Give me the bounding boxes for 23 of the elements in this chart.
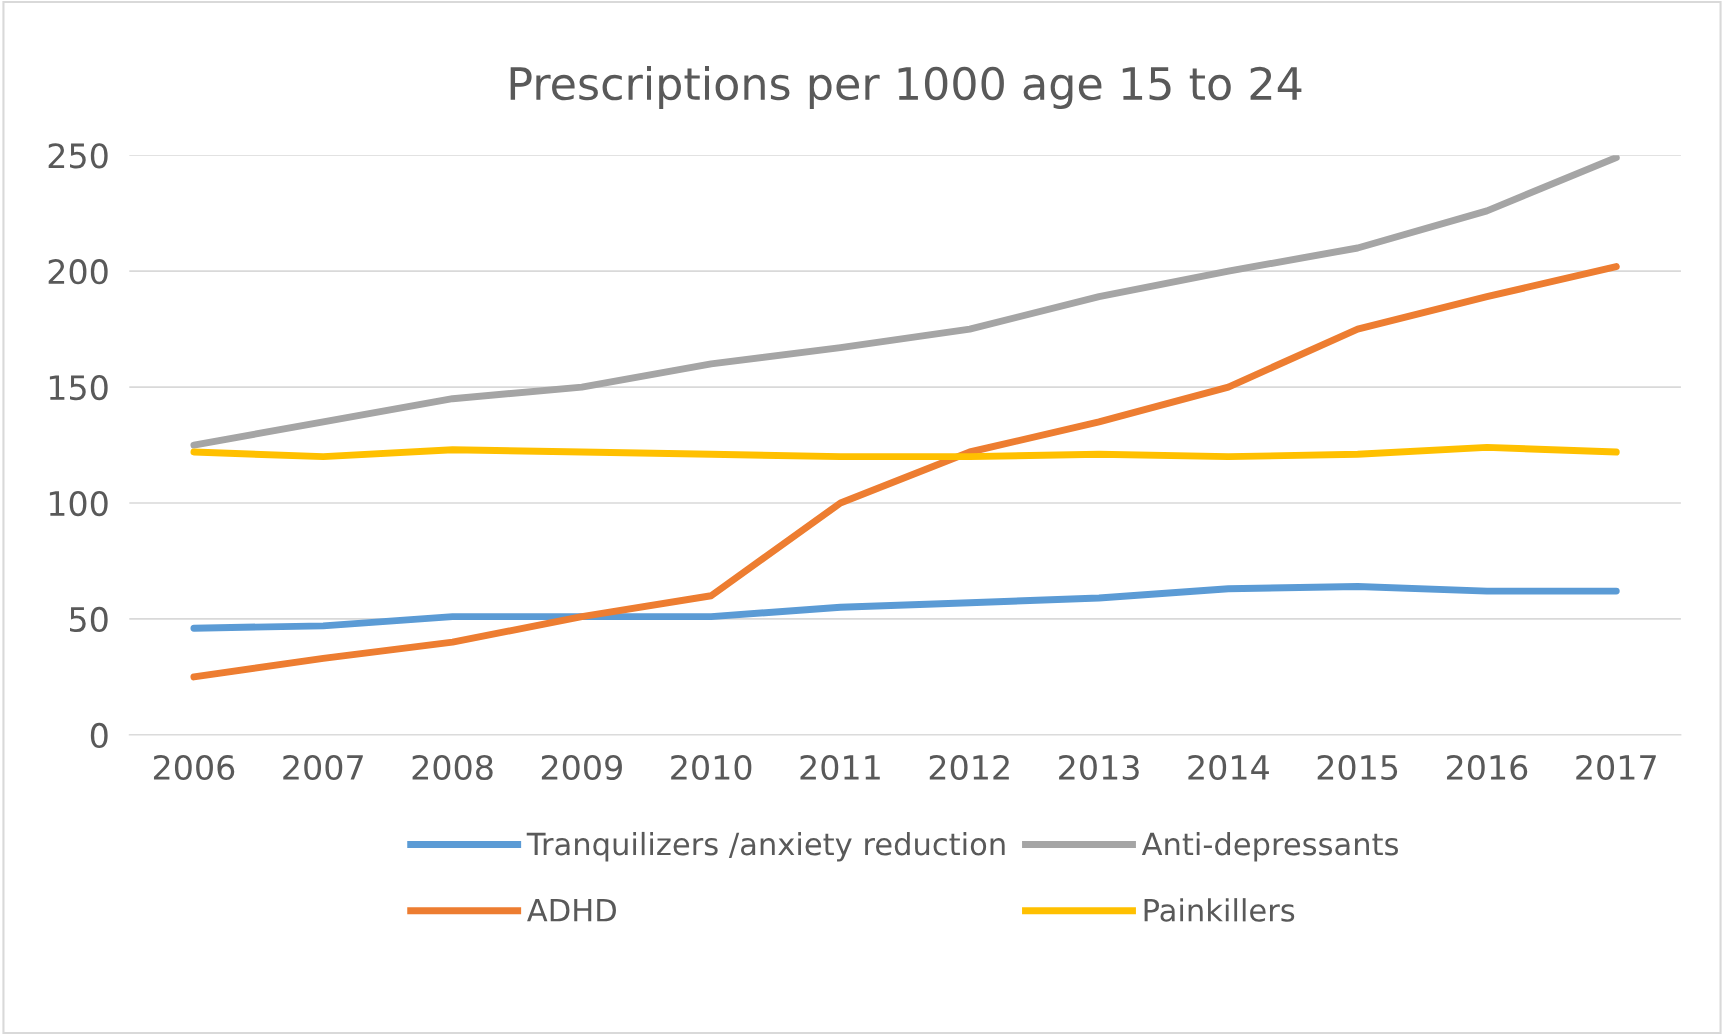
x-tick-label: 2007	[283, 754, 363, 781]
y-tick-label: 100	[49, 490, 108, 517]
legend-label: Tranquilizers /anxiety reduction	[526, 831, 1005, 862]
y-tick-label: 0	[90, 722, 108, 748]
x-tick-label: 2006	[153, 754, 235, 781]
x-tick-label: 2008	[412, 754, 493, 781]
x-tick-label: 2017	[1576, 754, 1656, 781]
legend-label: Painkillers	[1144, 898, 1295, 922]
x-tick-label: 2013	[1059, 754, 1139, 781]
x-tick-label: 2009	[541, 754, 622, 781]
x-tick-label: 2011	[800, 754, 880, 781]
x-tick-label: 2014	[1188, 754, 1269, 781]
legend-label: Anti-depressants	[1141, 831, 1398, 862]
y-tick-label: 50	[70, 606, 108, 633]
x-tick-label: 2010	[671, 754, 752, 781]
x-tick-label: 2012	[929, 754, 1009, 781]
y-tick-label: 250	[48, 143, 108, 169]
legend-label: ADHD	[527, 899, 616, 922]
x-tick-label: 2016	[1446, 754, 1528, 781]
y-tick-label: 200	[48, 259, 108, 285]
y-tick-label: 150	[49, 375, 108, 401]
x-tick-label: 2015	[1317, 754, 1398, 781]
chart-title: Prescriptions per 1000 age 15 to 24	[510, 65, 1302, 109]
